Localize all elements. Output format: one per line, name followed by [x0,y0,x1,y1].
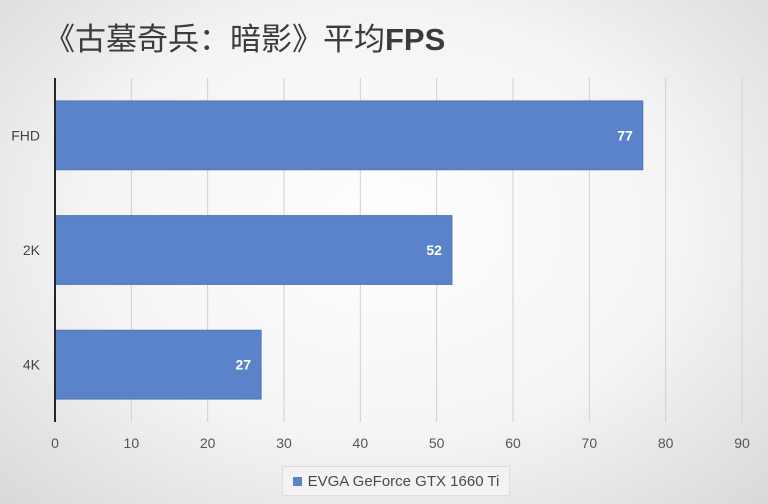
bar [54,100,644,171]
y-tick-label: 4K [23,357,41,373]
x-tick-label: 0 [51,435,59,451]
data-label: 52 [426,242,442,258]
x-tick-label: 70 [582,435,598,451]
x-tick-label: 30 [276,435,292,451]
bars [54,100,644,400]
x-tick-label: 20 [200,435,216,451]
x-tick-label: 60 [505,435,521,451]
legend-label: EVGA GeForce GTX 1660 Ti [307,472,500,490]
y-tick-label: FHD [11,127,40,143]
chart-title: 《古墓奇兵：暗影》平均FPS [44,14,445,59]
x-tick-label: 90 [734,435,750,451]
y-tick-label: 2K [23,242,41,258]
chart-title-main: 《古墓奇兵：暗影》平均 [44,22,385,58]
bar [54,329,262,400]
labels: 0 10 20 30 40 50 60 70 80 90 77 FHD 52 2K 27 4K [11,127,750,451]
x-tick-label: 10 [124,435,140,451]
x-tick-label: 80 [658,435,674,451]
legend: EVGA GeForce GTX 1660 Ti [282,466,510,496]
data-label: 27 [236,357,252,373]
bar [54,215,453,285]
x-tick-label: 40 [353,435,369,451]
chart-title-suffix: FPS [385,22,446,57]
legend-swatch [292,476,302,486]
data-label: 77 [617,127,633,143]
x-tick-label: 50 [429,435,445,451]
